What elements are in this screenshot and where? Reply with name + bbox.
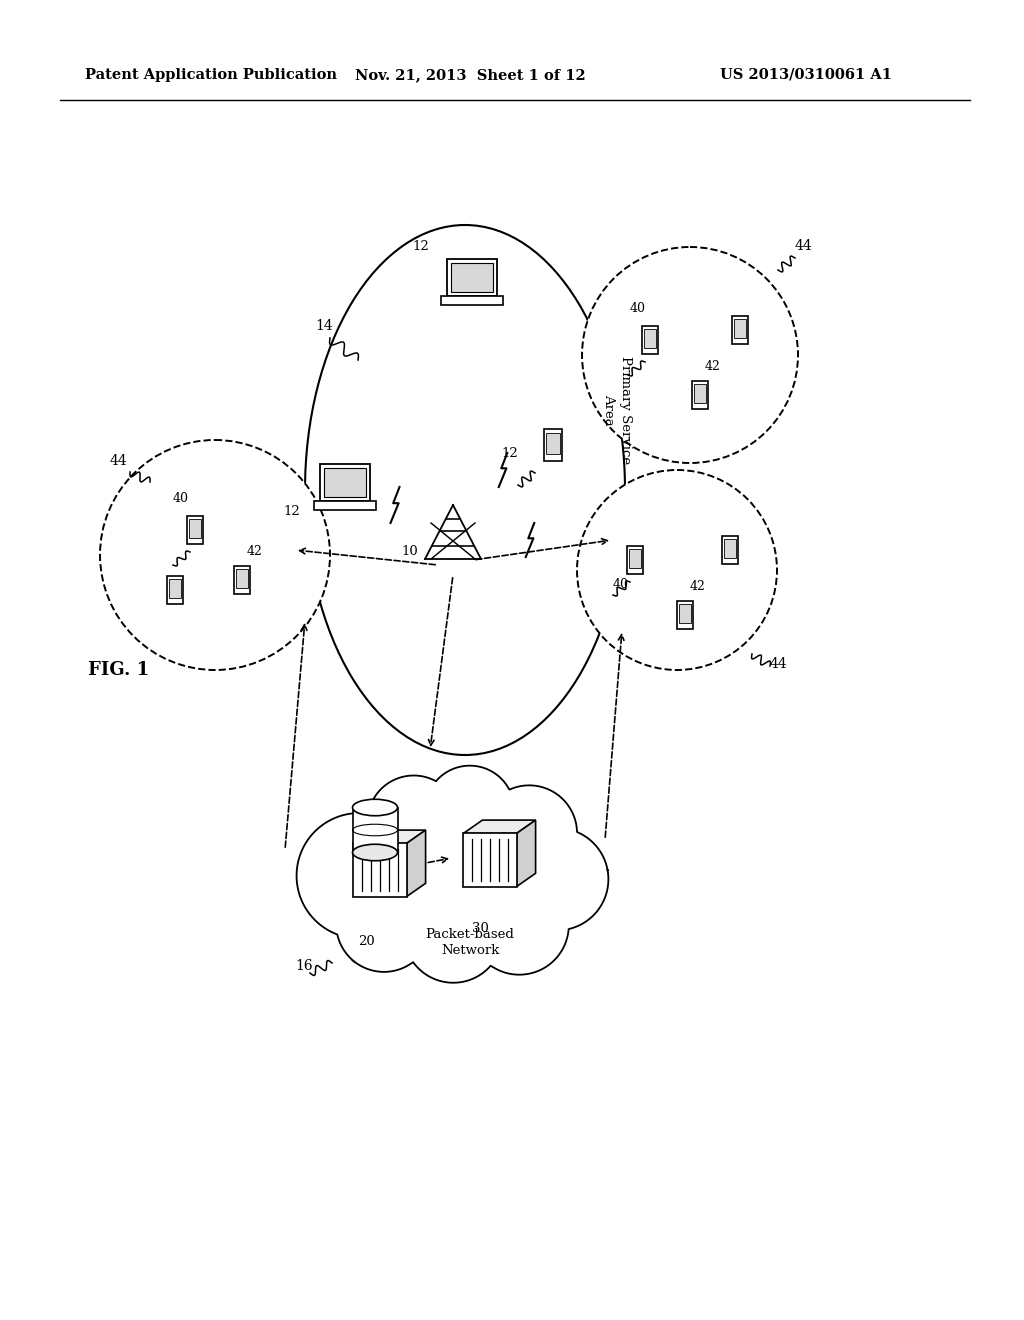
Bar	[644, 329, 656, 348]
Bar	[324, 467, 366, 498]
Bar	[642, 326, 658, 354]
Bar	[679, 605, 691, 623]
Text: 44: 44	[110, 454, 128, 469]
Bar	[167, 576, 183, 605]
Bar	[237, 569, 248, 589]
Text: 42: 42	[690, 579, 706, 593]
Ellipse shape	[352, 799, 397, 816]
Bar	[187, 516, 203, 544]
Text: 14: 14	[315, 319, 333, 333]
Text: 42: 42	[705, 360, 721, 374]
Text: US 2013/0310061 A1: US 2013/0310061 A1	[720, 69, 892, 82]
Text: 12: 12	[501, 447, 518, 459]
Text: 44: 44	[795, 239, 813, 253]
Bar	[544, 429, 562, 461]
Bar	[353, 843, 407, 896]
Bar	[732, 315, 749, 345]
Bar	[694, 384, 706, 403]
Bar	[547, 433, 559, 454]
Polygon shape	[464, 820, 536, 833]
Bar	[169, 579, 181, 598]
Bar	[446, 260, 498, 296]
Ellipse shape	[582, 247, 798, 463]
Ellipse shape	[352, 845, 397, 861]
Polygon shape	[516, 820, 536, 887]
Text: Primary Service
Area: Primary Service Area	[602, 356, 632, 465]
Bar	[734, 319, 745, 338]
Text: 40: 40	[613, 578, 629, 591]
Text: 10: 10	[401, 545, 418, 558]
Text: FIG. 1: FIG. 1	[88, 661, 150, 678]
Text: 16: 16	[295, 960, 312, 973]
Ellipse shape	[305, 224, 625, 755]
Text: 44: 44	[770, 657, 787, 671]
Bar	[627, 545, 643, 574]
Text: Patent Application Publication: Patent Application Publication	[85, 69, 337, 82]
Bar	[319, 465, 371, 500]
Text: Nov. 21, 2013  Sheet 1 of 12: Nov. 21, 2013 Sheet 1 of 12	[355, 69, 586, 82]
Polygon shape	[297, 766, 608, 983]
Text: 40: 40	[630, 302, 646, 315]
Text: Packet-based
Network: Packet-based Network	[426, 928, 514, 957]
Bar	[233, 565, 250, 594]
Ellipse shape	[577, 470, 777, 671]
Bar	[464, 833, 516, 887]
Bar	[451, 263, 493, 292]
Text: 12: 12	[283, 506, 300, 517]
Polygon shape	[353, 830, 426, 843]
Bar	[692, 380, 709, 409]
Text: 30: 30	[472, 921, 488, 935]
Bar	[314, 500, 376, 510]
Bar	[722, 536, 738, 565]
Bar	[441, 296, 503, 305]
Bar	[189, 519, 201, 539]
Bar	[677, 601, 693, 630]
Bar	[352, 808, 397, 853]
Text: 40: 40	[173, 492, 189, 506]
Text: 12: 12	[412, 240, 429, 253]
Bar	[724, 539, 736, 558]
Bar	[629, 549, 641, 568]
Polygon shape	[407, 830, 426, 896]
Text: 42: 42	[247, 545, 263, 558]
Ellipse shape	[100, 440, 330, 671]
Text: 20: 20	[358, 935, 375, 948]
